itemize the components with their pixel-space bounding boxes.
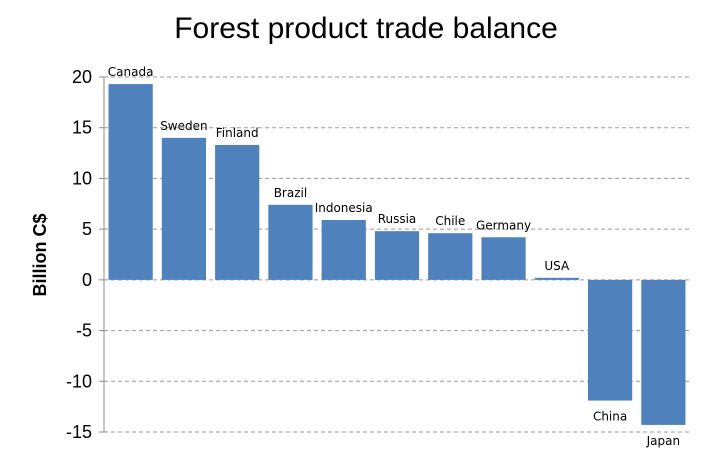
y-tick-label: -15 xyxy=(66,422,92,442)
bar-label-china: China xyxy=(593,410,627,424)
bar-russia xyxy=(374,231,420,280)
bar-label-usa: USA xyxy=(544,259,570,273)
bar-sweden xyxy=(161,137,207,280)
y-tick-label: 10 xyxy=(72,168,92,188)
bar-label-canada: Canada xyxy=(108,65,154,79)
bar-label-japan: Japan xyxy=(646,434,680,448)
bar-brazil xyxy=(268,204,313,280)
bar-label-chile: Chile xyxy=(435,214,465,228)
y-tick-label: 20 xyxy=(72,67,92,87)
y-tick-label: -10 xyxy=(66,371,92,391)
y-tick-label: 15 xyxy=(72,118,92,138)
y-axis-label: Billion C$ xyxy=(30,213,50,296)
bar-finland xyxy=(215,144,260,280)
bar-labels: Canada Sweden Finland Brazil Indonesia Russia… xyxy=(108,65,680,448)
bar-canada xyxy=(108,84,153,280)
bar-japan xyxy=(641,279,686,425)
bar-label-germany: Germany xyxy=(476,218,531,232)
bar-label-indonesia: Indonesia xyxy=(315,201,373,215)
y-axis-ticks: 20 15 10 5 0 -5 -10 -15 xyxy=(66,67,104,442)
bar-label-russia: Russia xyxy=(378,212,417,226)
bar-chile xyxy=(428,233,473,280)
bars xyxy=(108,84,686,425)
bar-china xyxy=(587,279,633,401)
y-tick-label: 0 xyxy=(82,270,92,290)
bar-indonesia xyxy=(321,220,366,280)
bar-label-finland: Finland xyxy=(216,126,259,140)
bar-label-brazil: Brazil xyxy=(274,186,308,200)
bar-label-sweden: Sweden xyxy=(160,119,207,133)
y-tick-label: 5 xyxy=(82,219,92,239)
chart-title: Forest product trade balance xyxy=(174,12,558,45)
y-tick-label: -5 xyxy=(76,321,92,341)
bar-usa xyxy=(534,277,579,280)
bar-germany xyxy=(481,237,526,280)
